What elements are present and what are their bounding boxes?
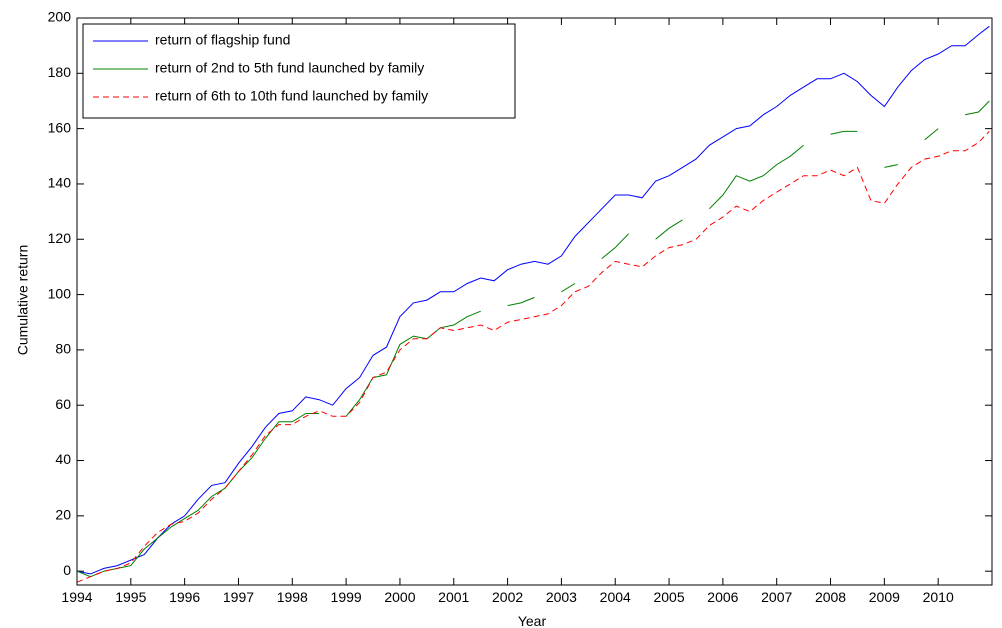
y-tick-label: 60 xyxy=(55,396,71,412)
x-axis-label: Year xyxy=(518,613,547,628)
x-tick-label: 1998 xyxy=(277,589,308,605)
x-tick-label: 2010 xyxy=(923,589,954,605)
y-tick-label: 100 xyxy=(48,285,72,301)
legend-label: return of 6th to 10th fund launched by f… xyxy=(155,88,428,104)
x-tick-label: 2000 xyxy=(384,589,415,605)
x-tick-label: 2002 xyxy=(492,589,523,605)
plot-frame xyxy=(76,17,993,586)
data-line xyxy=(76,100,990,578)
y-tick-label: 200 xyxy=(48,9,72,25)
x-tick-label: 1999 xyxy=(331,589,362,605)
x-tick-label: 2009 xyxy=(869,589,900,605)
x-tick-label: 2006 xyxy=(707,589,738,605)
y-tick-label: 140 xyxy=(48,175,72,191)
x-tick-label: 2005 xyxy=(653,589,684,605)
x-tick-label: 2007 xyxy=(761,589,792,605)
y-tick-label: 0 xyxy=(63,562,71,578)
x-tick-label: 2004 xyxy=(600,589,631,605)
legend-box xyxy=(82,23,516,119)
data-line xyxy=(76,131,990,583)
legend-label: return of 2nd to 5th fund launched by fa… xyxy=(155,60,424,76)
data-line xyxy=(76,25,990,575)
x-tick-label: 1994 xyxy=(61,589,92,605)
y-tick-label: 160 xyxy=(48,119,72,135)
x-tick-label: 2001 xyxy=(438,589,469,605)
y-tick-label: 40 xyxy=(55,451,71,467)
x-tick-label: 1997 xyxy=(223,589,254,605)
legend-label: return of flagship fund xyxy=(155,32,290,48)
x-tick-label: 2008 xyxy=(815,589,846,605)
y-tick-label: 80 xyxy=(55,341,71,357)
y-axis-label: Cumulative return xyxy=(15,245,31,356)
x-tick-label: 2003 xyxy=(546,589,577,605)
y-tick-label: 180 xyxy=(48,64,72,80)
y-tick-label: 120 xyxy=(48,230,72,246)
y-tick-label: 20 xyxy=(55,507,71,523)
x-tick-label: 1996 xyxy=(169,589,200,605)
x-tick-label: 1995 xyxy=(115,589,146,605)
